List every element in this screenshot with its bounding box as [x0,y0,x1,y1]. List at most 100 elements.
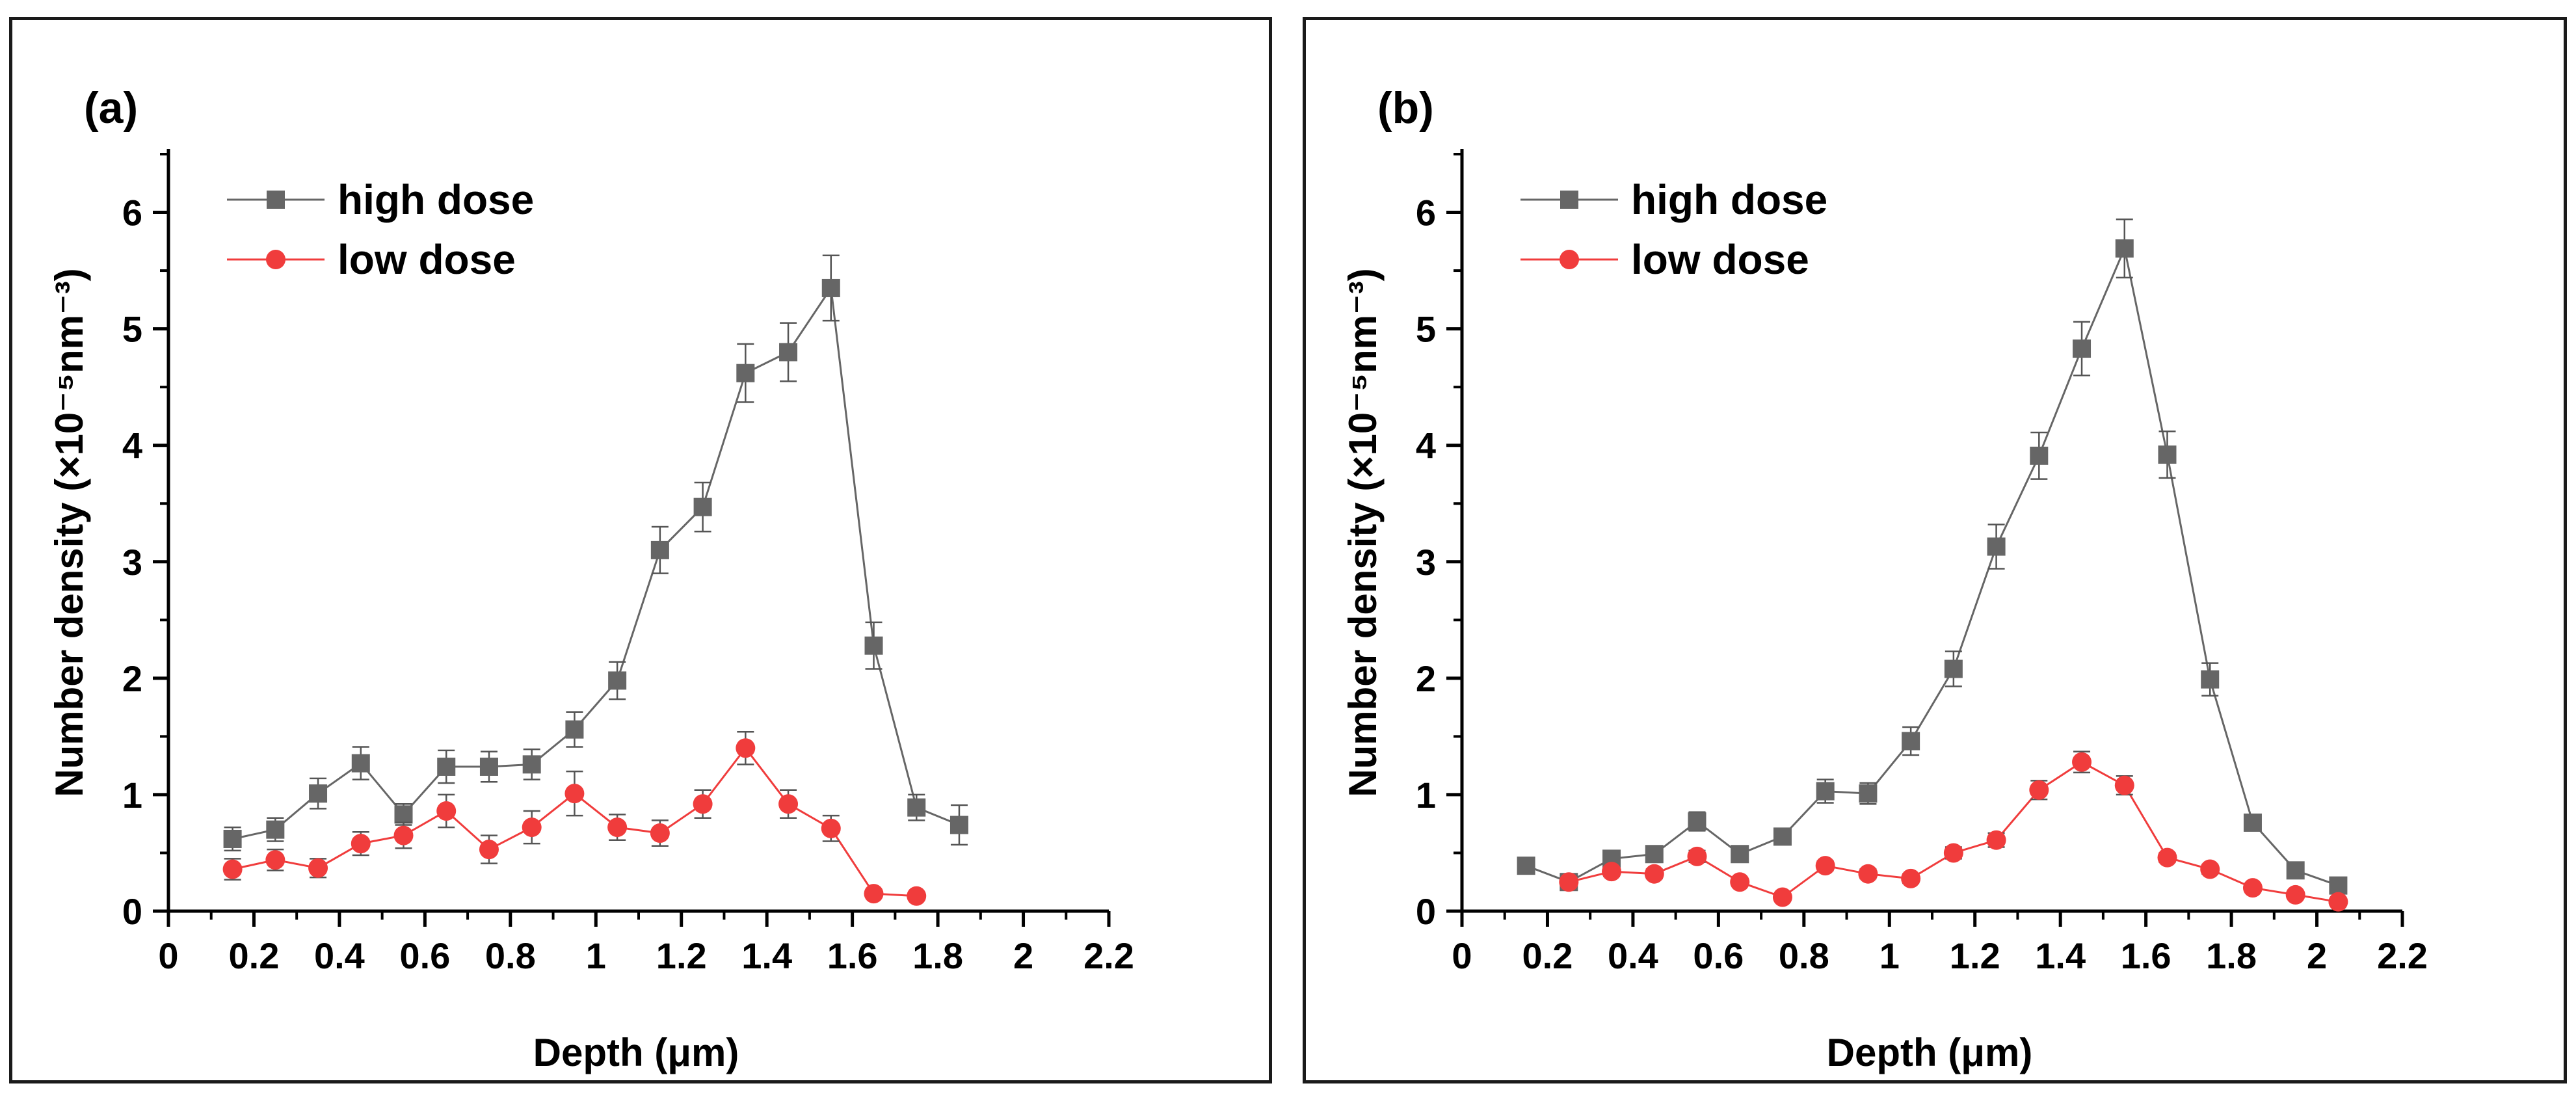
series-low-dose [222,730,927,906]
x-tick-label: 1 [586,935,606,976]
data-point [1902,732,1920,751]
x-tick-label: 2 [2307,935,2327,976]
y-axis-title: Number density (×10⁻⁵nm⁻³) [1341,268,1385,797]
data-point [1943,843,1963,863]
y-tick-label: 5 [122,309,142,350]
data-point [222,859,243,879]
data-point [1859,784,1878,803]
data-point [2286,861,2305,880]
data-point [1901,868,1921,888]
data-point [479,757,498,776]
legend-entry: high dose [1520,176,1827,223]
data-point [778,794,799,814]
data-point [949,816,968,834]
x-tick-label: 1.2 [656,935,707,976]
panel-label: (a) [84,83,138,133]
legend-marker [1560,250,1579,269]
data-point [265,850,285,870]
chart-panel-a: (a) 0 0.2 0.4 0.6 0.8 1 1.2 1.4 1.6 1.8 2 2.2 0 1 2 3 4 5 6… [9,17,1272,1083]
legend-entry: low dose [227,236,516,283]
data-point [650,823,670,844]
y-tick-label: 1 [122,775,142,816]
data-point [650,540,669,559]
x-tick-label: 0.4 [1608,935,1658,976]
data-point [394,805,413,824]
data-point [608,671,627,690]
legend-label: low dose [1631,236,1809,283]
series-high-dose [223,254,968,852]
data-point [2329,876,2348,895]
data-point [1816,782,1835,801]
x-tick-label: 0.8 [1779,935,1829,976]
y-tick-label: 4 [122,425,142,466]
legend-label: high dose [1631,176,1827,223]
data-point [907,886,927,906]
x-tick-label: 1.4 [2035,935,2086,976]
data-point [351,754,370,773]
data-point [1773,827,1792,846]
data-point [2285,884,2305,905]
x-tick-label: 0 [158,935,178,976]
y-tick-label: 1 [1416,775,1436,816]
data-point [1644,864,1664,884]
x-tick-label: 1.2 [1950,935,2000,976]
x-tick-label: 0 [1452,935,1472,976]
data-point [693,794,713,814]
data-point [565,720,584,739]
data-point [522,755,541,774]
data-point [1688,812,1706,831]
data-point [779,343,798,362]
data-point [266,820,285,839]
series-high-dose [1517,219,2348,895]
data-point [2073,339,2091,358]
data-point [223,829,242,848]
data-point [2029,780,2049,800]
y-tick-label: 2 [122,658,142,699]
data-point [1772,887,1792,907]
x-axis-title: Depth (μm) [533,1031,739,1074]
legend-label: low dose [338,236,516,283]
x-tick-label: 0.6 [1693,935,1744,976]
chart-panel-b: (b) 0 0.2 0.4 0.6 0.8 1 1.2 1.4 1.6 1.8 2 2.2 0 1 2 3 4 5 6… [1303,17,2567,1083]
data-point [736,738,756,758]
data-point [1559,872,1579,892]
data-point [736,364,755,382]
y-tick-label: 5 [1416,309,1436,350]
data-point [2157,847,2177,868]
x-tick-label: 0.2 [229,935,280,976]
data-point [1987,537,2006,556]
data-point [607,817,628,838]
series-line [1526,245,2339,887]
legend-marker [266,250,285,269]
x-tick-label: 0.2 [1522,935,1573,976]
data-point [1645,845,1664,864]
legend-marker [267,191,285,209]
data-point [351,834,371,854]
data-point [2201,670,2220,689]
x-tick-label: 2.2 [2377,935,2428,976]
data-point [436,801,457,821]
data-point [1731,845,1749,864]
series-line [232,285,960,840]
data-point [2158,445,2177,464]
data-point [393,825,414,845]
y-tick-label: 3 [1416,542,1436,583]
legend-entry: low dose [1520,236,1809,283]
x-tick-label: 0.8 [485,935,536,976]
data-point [907,798,926,817]
data-point [693,498,712,516]
data-point [1858,864,1878,884]
data-point [308,858,328,878]
x-tick-label: 1.8 [912,935,963,976]
data-point [1815,856,1835,876]
x-tick-label: 2 [1013,935,1033,976]
x-tick-label: 1.6 [2121,935,2171,976]
y-tick-label: 4 [1416,425,1436,466]
y-tick-label: 3 [122,542,142,583]
data-point [2242,878,2263,898]
y-tick-label: 0 [1416,891,1436,932]
series-low-dose [1559,751,2348,912]
x-tick-label: 2.2 [1083,935,1134,976]
x-axis-title: Depth (μm) [1827,1031,2033,1074]
y-tick-label: 0 [122,891,142,932]
